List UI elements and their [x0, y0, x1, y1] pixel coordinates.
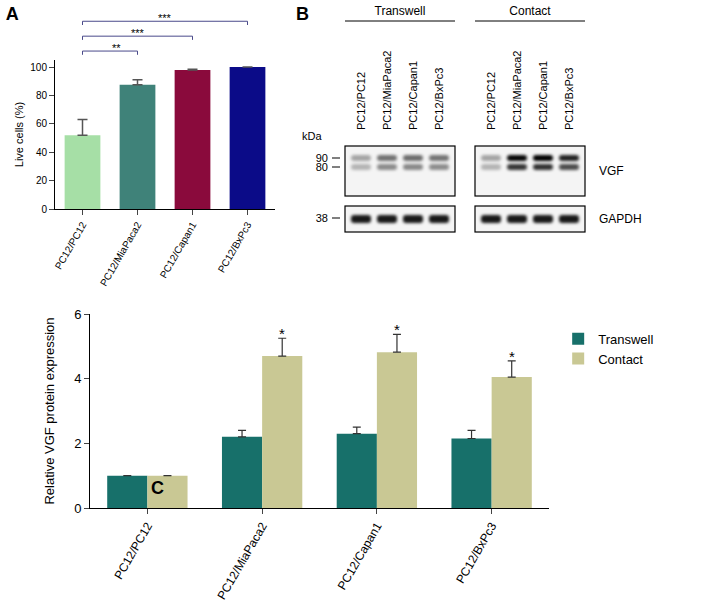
svg-text:90: 90 — [315, 152, 328, 164]
svg-text:2: 2 — [74, 436, 81, 451]
svg-text:80: 80 — [36, 90, 48, 101]
svg-text:**: ** — [112, 42, 121, 54]
svg-text:38: 38 — [316, 212, 328, 224]
svg-text:20: 20 — [36, 175, 48, 186]
svg-text:C: C — [151, 478, 164, 498]
svg-text:Live cells (%): Live cells (%) — [13, 102, 25, 167]
svg-text:PC12/MiaPaca2: PC12/MiaPaca2 — [98, 220, 144, 288]
svg-text:PC12/Capan1: PC12/Capan1 — [335, 520, 385, 593]
svg-text:PC12/PC12: PC12/PC12 — [355, 72, 367, 130]
svg-text:PC12/PC12: PC12/PC12 — [111, 520, 155, 582]
svg-text:0: 0 — [74, 501, 81, 516]
svg-text:Relative VGF protein expressio: Relative VGF protein expression — [42, 317, 57, 504]
svg-text:kDa: kDa — [302, 130, 322, 142]
svg-text:PC12/BxPc3: PC12/BxPc3 — [433, 68, 445, 130]
svg-text:PC12/MiaPaca2: PC12/MiaPaca2 — [381, 51, 393, 131]
svg-text:PC12/PC12: PC12/PC12 — [485, 72, 497, 130]
svg-text:*: * — [279, 325, 285, 342]
svg-text:PC12/MiaPaca2: PC12/MiaPaca2 — [511, 51, 523, 131]
svg-text:100: 100 — [30, 62, 47, 73]
svg-text:PC12/BxPc3: PC12/BxPc3 — [453, 520, 499, 586]
svg-text:PC12/MiaPaca2: PC12/MiaPaca2 — [214, 520, 270, 602]
svg-text:Transwell: Transwell — [598, 332, 653, 347]
svg-text:A: A — [6, 4, 19, 24]
svg-text:*: * — [394, 321, 400, 338]
svg-text:PC12/Capan1: PC12/Capan1 — [158, 220, 199, 280]
svg-text:PC12/BxPc3: PC12/BxPc3 — [216, 220, 254, 275]
svg-text:80: 80 — [316, 161, 328, 173]
svg-text:40: 40 — [36, 147, 48, 158]
svg-text:6: 6 — [74, 307, 81, 322]
svg-text:0: 0 — [41, 204, 47, 215]
svg-text:PC12/PC12: PC12/PC12 — [53, 220, 89, 272]
svg-text:B: B — [296, 4, 309, 24]
svg-text:GAPDH: GAPDH — [599, 212, 642, 226]
svg-text:*: * — [509, 348, 515, 365]
svg-text:PC12/Capan1: PC12/Capan1 — [407, 61, 419, 130]
svg-text:Contact: Contact — [598, 352, 643, 367]
svg-text:60: 60 — [36, 118, 48, 129]
svg-text:PC12/BxPc3: PC12/BxPc3 — [563, 68, 575, 130]
svg-text:Contact: Contact — [509, 4, 551, 18]
svg-text:PC12/Capan1: PC12/Capan1 — [537, 61, 549, 130]
svg-text:***: *** — [158, 12, 172, 24]
svg-text:4: 4 — [74, 371, 81, 386]
svg-text:VGF: VGF — [599, 164, 624, 178]
svg-text:Transwell: Transwell — [375, 4, 426, 18]
svg-text:***: *** — [131, 27, 145, 39]
